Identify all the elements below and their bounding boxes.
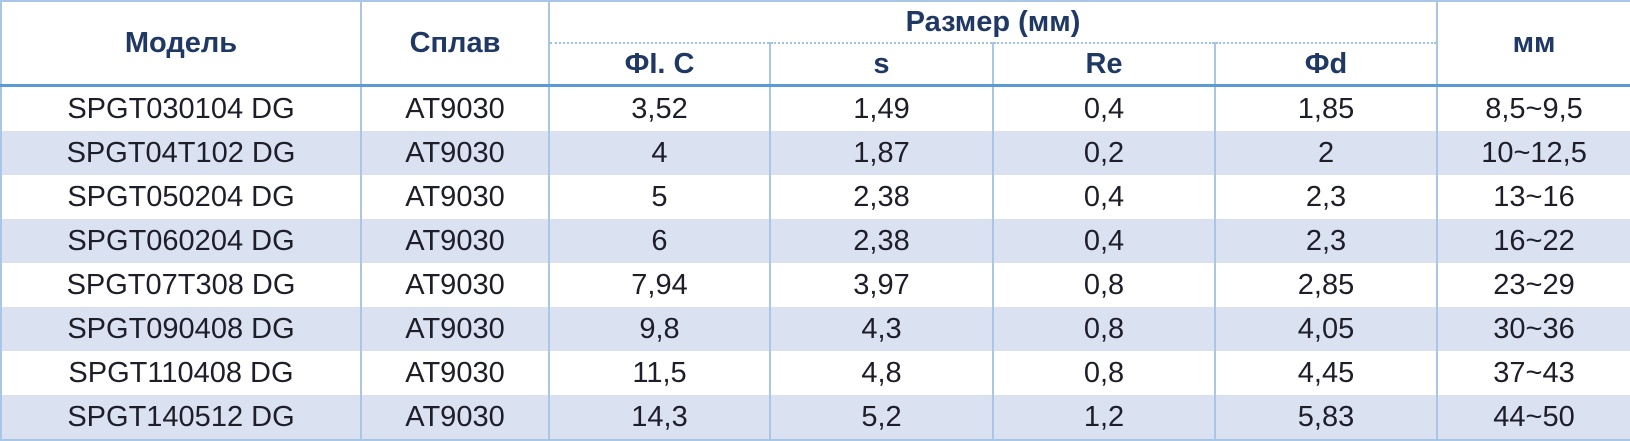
table-row: SPGT090408 DG AT9030 9,8 4,3 0,8 4,05 30~36 xyxy=(0,307,1630,351)
header-subcell: Фd xyxy=(1213,43,1439,87)
table-cell: AT9030 xyxy=(360,395,550,441)
header-cell: Модель xyxy=(0,0,362,87)
table-cell: 5,2 xyxy=(769,395,994,441)
table-cell: 9,8 xyxy=(548,307,771,351)
table-cell: 0,8 xyxy=(992,307,1216,351)
table-cell: 6 xyxy=(548,219,771,263)
table-cell: 2,38 xyxy=(769,175,994,219)
header-cell: мм xyxy=(1436,0,1630,87)
table-cell: 2,85 xyxy=(1213,263,1439,307)
table-cell: SPGT04T102 DG xyxy=(0,131,362,175)
table-cell: 13~16 xyxy=(1436,175,1630,219)
table-cell: 4,8 xyxy=(769,351,994,395)
table-cell: SPGT030104 DG xyxy=(0,85,362,131)
table-cell: 2,3 xyxy=(1213,175,1439,219)
table-cell: 5,83 xyxy=(1213,395,1439,441)
table-cell: AT9030 xyxy=(360,219,550,263)
table-cell: 4,05 xyxy=(1213,307,1439,351)
table-row: SPGT04T102 DG AT9030 4 1,87 0,2 2 10~12,5 xyxy=(0,131,1630,175)
table-cell: 44~50 xyxy=(1436,395,1630,441)
header-group: Размер (мм) xyxy=(547,0,1439,44)
table-body: SPGT030104 DG AT9030 3,52 1,49 0,4 1,85 8,5~9,… xyxy=(0,85,1630,441)
table-cell: 8,5~9,5 xyxy=(1436,85,1630,131)
header-subcell: Re xyxy=(992,43,1216,87)
table-cell: 16~22 xyxy=(1436,219,1630,263)
table-cell: SPGT060204 DG xyxy=(0,219,362,263)
table-cell: 5 xyxy=(548,175,771,219)
table-cell: AT9030 xyxy=(360,175,550,219)
table-cell: SPGT050204 DG xyxy=(0,175,362,219)
table-cell: 1,87 xyxy=(769,131,994,175)
table-row: SPGT110408 DG AT9030 11,5 4,8 0,8 4,45 37~43 xyxy=(0,351,1630,395)
table-cell: SPGT090408 DG xyxy=(0,307,362,351)
header-cell: Сплав xyxy=(360,0,550,87)
table-cell: 3,97 xyxy=(769,263,994,307)
table-cell: 0,8 xyxy=(992,263,1216,307)
table-cell: 37~43 xyxy=(1436,351,1630,395)
table-cell: SPGT110408 DG xyxy=(0,351,362,395)
table-cell: 7,94 xyxy=(548,263,771,307)
table-cell: 0,4 xyxy=(992,175,1216,219)
table-cell: 1,2 xyxy=(992,395,1216,441)
table-cell: AT9030 xyxy=(360,263,550,307)
table-row: SPGT030104 DG AT9030 3,52 1,49 0,4 1,85 8,5~9,… xyxy=(0,85,1630,131)
table-cell: 2 xyxy=(1213,131,1439,175)
table-cell: AT9030 xyxy=(360,307,550,351)
table-cell: 2,38 xyxy=(769,219,994,263)
table-cell: 0,4 xyxy=(992,85,1216,131)
table-cell: 23~29 xyxy=(1436,263,1630,307)
table-row: SPGT050204 DG AT9030 5 2,38 0,4 2,3 13~16 xyxy=(0,175,1630,219)
table-cell: 0,8 xyxy=(992,351,1216,395)
table-row: SPGT140512 DG AT9030 14,3 5,2 1,2 5,83 44~50 xyxy=(0,395,1630,441)
table-cell: 1,49 xyxy=(769,85,994,131)
table-cell: AT9030 xyxy=(360,85,550,131)
table-cell: 30~36 xyxy=(1436,307,1630,351)
table-cell: 4,45 xyxy=(1213,351,1439,395)
table-cell: 4 xyxy=(548,131,771,175)
table-cell: SPGT140512 DG xyxy=(0,395,362,441)
header-row: Модель Сплав Размер (мм) мм xyxy=(0,0,1630,87)
table-cell: 2,3 xyxy=(1213,219,1439,263)
table-cell: 1,85 xyxy=(1213,85,1439,131)
table-cell: AT9030 xyxy=(360,351,550,395)
table-cell: 0,4 xyxy=(992,219,1216,263)
table-cell: SPGT07T308 DG xyxy=(0,263,362,307)
table-cell: 14,3 xyxy=(548,395,771,441)
table-row: SPGT07T308 DG AT9030 7,94 3,97 0,8 2,85 23~29 xyxy=(0,263,1630,307)
table-cell: 4,3 xyxy=(769,307,994,351)
table-cell: 10~12,5 xyxy=(1436,131,1630,175)
table-cell: 0,2 xyxy=(992,131,1216,175)
table-cell: AT9030 xyxy=(360,131,550,175)
table-row: SPGT060204 DG AT9030 6 2,38 0,4 2,3 16~22 xyxy=(0,219,1630,263)
header-subcell: ФI. C xyxy=(548,43,771,87)
table-cell: 11,5 xyxy=(548,351,771,395)
table-cell: 3,52 xyxy=(548,85,771,131)
header-subcell: s xyxy=(769,43,994,87)
